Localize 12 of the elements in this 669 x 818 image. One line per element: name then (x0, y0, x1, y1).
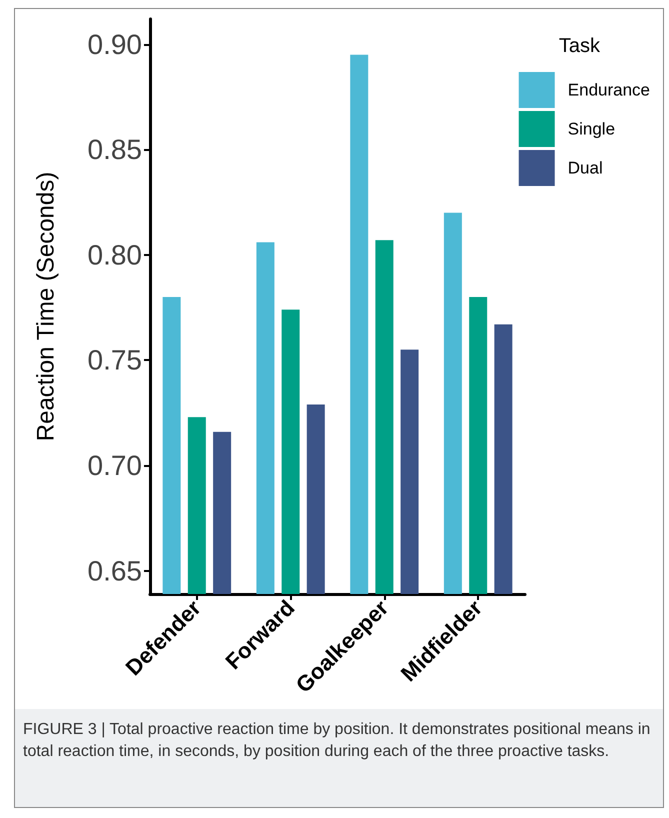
caption: FIGURE 3 | Total proactive reaction time by position. It demonstrates positional means in total reaction time, in seconds, by position during each of the three proactive tasks. (15, 709, 663, 807)
y-tick-label: 0.65 (88, 555, 142, 586)
y-tick-label: 0.75 (88, 344, 142, 376)
legend-label: Single (568, 120, 616, 138)
y-tick-label: 0.85 (88, 134, 142, 166)
legend-label: Dual (568, 158, 603, 178)
legend-title: Task (558, 35, 601, 57)
y-tick-label: 0.90 (88, 28, 142, 60)
y-tick-label: 0.80 (88, 239, 142, 270)
y-tick-label: 0.70 (88, 450, 142, 482)
legend-label: Endurance (568, 80, 650, 100)
y-axis-title: Reaction Time (Seconds) (32, 172, 60, 442)
